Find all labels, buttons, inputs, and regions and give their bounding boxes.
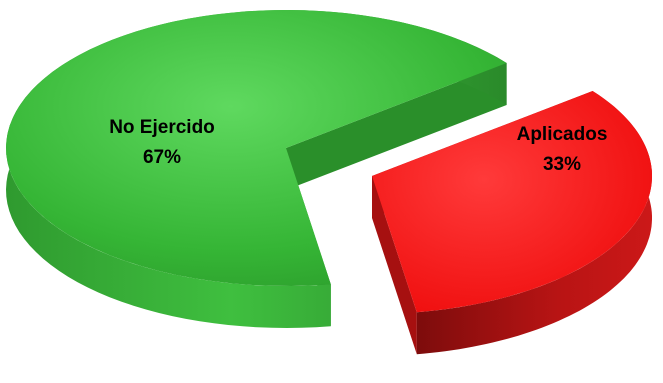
slice-top-no-ejercido: [6, 10, 507, 286]
slice-percent-aplicados: 33%: [543, 154, 581, 175]
slice-label-aplicados: Aplicados: [517, 124, 608, 145]
slice-wall-end-aplicados: [372, 176, 417, 355]
slice-no-ejercido: [6, 10, 507, 328]
slice-wall-end-no-ejercido: [286, 63, 507, 190]
slice-percent-no-ejercido: 67%: [143, 147, 181, 168]
slice-label-no-ejercido: No Ejercido: [109, 117, 215, 138]
slice-side-aplicados: [416, 91, 652, 355]
slice-top-aplicados: [372, 91, 652, 313]
slice-aplicados: [372, 91, 652, 355]
